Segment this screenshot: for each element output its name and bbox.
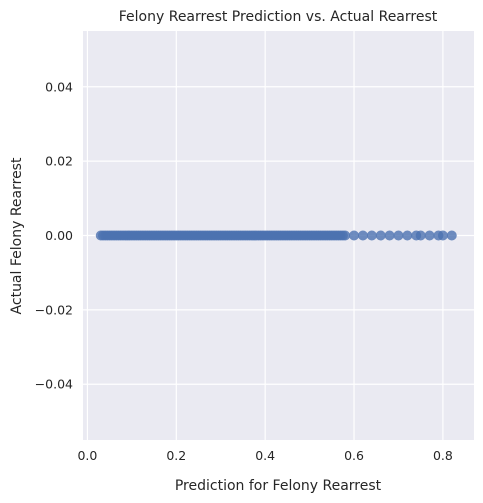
x-tick-label: 0.4 <box>255 448 275 463</box>
data-point <box>375 230 386 241</box>
y-tick-label: 0.02 <box>45 154 73 169</box>
data-point <box>340 230 351 241</box>
data-point <box>393 230 404 241</box>
data-point <box>349 230 360 241</box>
x-tick-label: 0.2 <box>166 448 186 463</box>
x-tick-labels: 0.0 0.2 0.4 0.6 0.8 <box>77 448 452 463</box>
data-points <box>95 230 457 241</box>
data-point <box>446 230 457 241</box>
y-tick-label: 0.00 <box>45 228 73 243</box>
y-tick-label: −0.04 <box>35 377 73 392</box>
x-tick-label: 0.6 <box>344 448 364 463</box>
data-point <box>366 230 377 241</box>
x-axis-label: Prediction for Felony Rearrest <box>175 478 382 494</box>
x-tick-label: 0.0 <box>77 448 97 463</box>
y-tick-labels: −0.04 −0.02 0.00 0.02 0.04 <box>35 79 73 391</box>
data-point <box>384 230 395 241</box>
data-point <box>424 230 435 241</box>
data-point <box>357 230 368 241</box>
data-point <box>437 230 448 241</box>
data-point <box>402 230 413 241</box>
y-tick-label: −0.02 <box>35 302 73 317</box>
chart-title: Felony Rearrest Prediction vs. Actual Re… <box>119 9 438 25</box>
x-tick-label: 0.8 <box>433 448 453 463</box>
y-axis-label: Actual Felony Rearrest <box>9 157 25 314</box>
data-point <box>415 230 426 241</box>
y-tick-label: 0.04 <box>45 79 73 94</box>
